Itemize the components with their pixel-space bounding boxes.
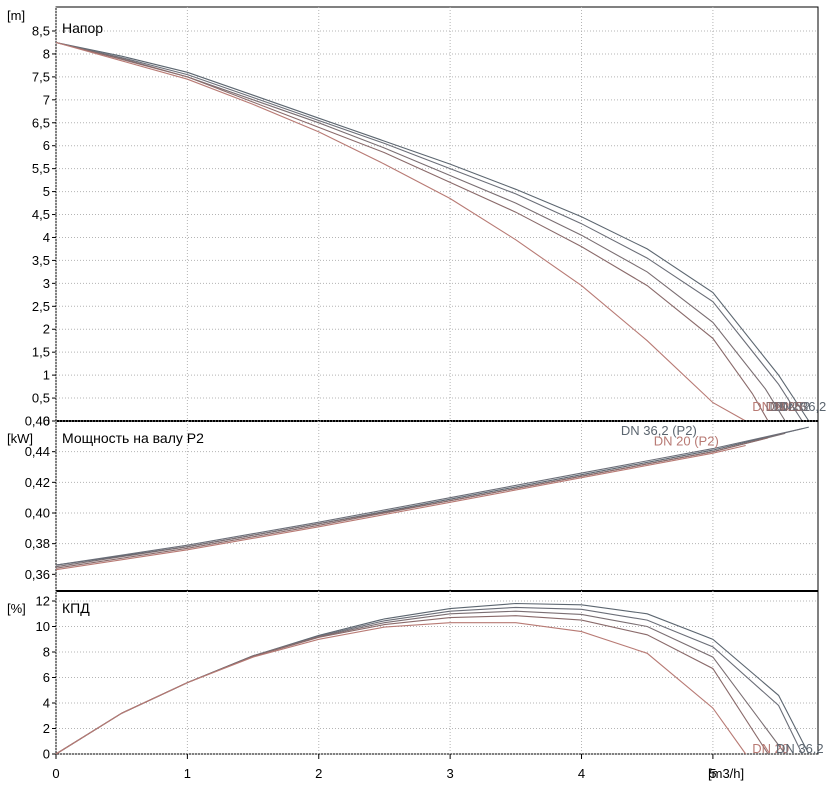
tick-label-y: 0,5	[32, 391, 50, 406]
series-label-power-0: DN 36,2 (P2)	[621, 423, 697, 438]
tick-label-y: 5,5	[32, 161, 50, 176]
series-line-head-1	[55, 41, 803, 422]
panel-title-efficiency: КПД	[62, 600, 90, 616]
tick-label-y: 4	[43, 696, 50, 711]
tick-label-x: 4	[578, 766, 585, 781]
tick-label-y: 7	[43, 92, 50, 107]
tick-label-y: 10	[36, 619, 50, 634]
series-line-head-4	[55, 41, 746, 422]
tick-label-y: 1	[43, 368, 50, 383]
tick-label-y: 7,5	[32, 69, 50, 84]
series-line-power-4	[55, 444, 746, 571]
series-line-efficiency-2	[55, 610, 786, 755]
series-label-head-0: DN 20	[752, 399, 789, 414]
tick-label-y: 4,5	[32, 207, 50, 222]
axis-unit-power: [kW]	[7, 431, 33, 446]
tick-label-y: 0,44	[25, 444, 50, 459]
series-label-power-1: DN 20 (P2)	[654, 434, 719, 449]
series-label-efficiency-0: DN 20	[752, 741, 789, 756]
series-label-head-4: DN 25	[765, 399, 802, 414]
panel-title-head: Напор	[62, 20, 103, 36]
tick-label-y: 5	[43, 184, 50, 199]
tick-label-y: 6,5	[32, 115, 50, 130]
tick-label-y: 1,5	[32, 345, 50, 360]
tick-label-y: 0,42	[25, 475, 50, 490]
tick-label-x: 2	[315, 766, 322, 781]
series-line-head-3	[55, 41, 769, 422]
tick-label-x: 5	[709, 766, 716, 781]
tick-label-x: 1	[184, 766, 191, 781]
series-line-head-2	[55, 41, 786, 422]
tick-label-x: 3	[447, 766, 454, 781]
panel-title-power: Мощность на валу P2	[62, 430, 204, 446]
tick-label-y: 6	[43, 670, 50, 685]
tick-label-y: 8,5	[32, 24, 50, 39]
tick-label-y: 12	[36, 594, 50, 609]
axis-unit-head: [m]	[7, 8, 25, 23]
tick-label-y: 8	[43, 46, 50, 61]
series-line-power-3	[55, 437, 769, 569]
tick-label-y: 0	[43, 414, 50, 429]
tick-label-y: 0,46	[25, 414, 50, 429]
series-line-head-0	[55, 41, 810, 422]
tick-label-y: 0	[43, 747, 50, 762]
tick-label-y: 0,36	[25, 567, 50, 582]
series-line-efficiency-3	[55, 615, 769, 755]
tick-label-y: 3,5	[32, 253, 50, 268]
tick-label-y: 0,38	[25, 536, 50, 551]
chart-frame	[55, 6, 819, 755]
tick-label-y: 8	[43, 645, 50, 660]
tick-label-y: 2	[43, 721, 50, 736]
panel-head: 0 0,5 1 1,5 2 2,5 3 3,5 4 4,5 5 5,5 6 6,5 7 7,5 8 8,5 [m] Н…	[7, 7, 826, 429]
series-label-head-2: DN 32	[773, 399, 810, 414]
tick-label-y: 3	[43, 276, 50, 291]
tick-label-x: 0	[52, 766, 59, 781]
series-line-efficiency-1	[55, 606, 803, 755]
tick-label-y: 0,40	[25, 506, 50, 521]
x-axis-unit: [m3/h]	[708, 766, 744, 781]
axis-unit-efficiency: [%]	[7, 601, 26, 616]
tick-label-y: 2	[43, 322, 50, 337]
series-line-power-1	[55, 428, 803, 566]
series-line-power-2	[55, 432, 786, 568]
tick-label-y: 2,5	[32, 299, 50, 314]
panel-power: 0,36 0,38 0,40 0,42 0,44 0,46 [kW] Мощность на …	[7, 414, 818, 592]
x-axis: 0 1 2 3 4 5[m3/h]	[52, 754, 744, 781]
tick-label-y: 4	[43, 230, 50, 245]
series-label-head-1: DN 36,2	[779, 399, 827, 414]
series-line-efficiency-4	[55, 622, 747, 755]
series-label-head-3: DN 28	[769, 399, 806, 414]
series-label-efficiency-1: DN 36,2	[776, 741, 824, 756]
tick-label-y: 6	[43, 138, 50, 153]
